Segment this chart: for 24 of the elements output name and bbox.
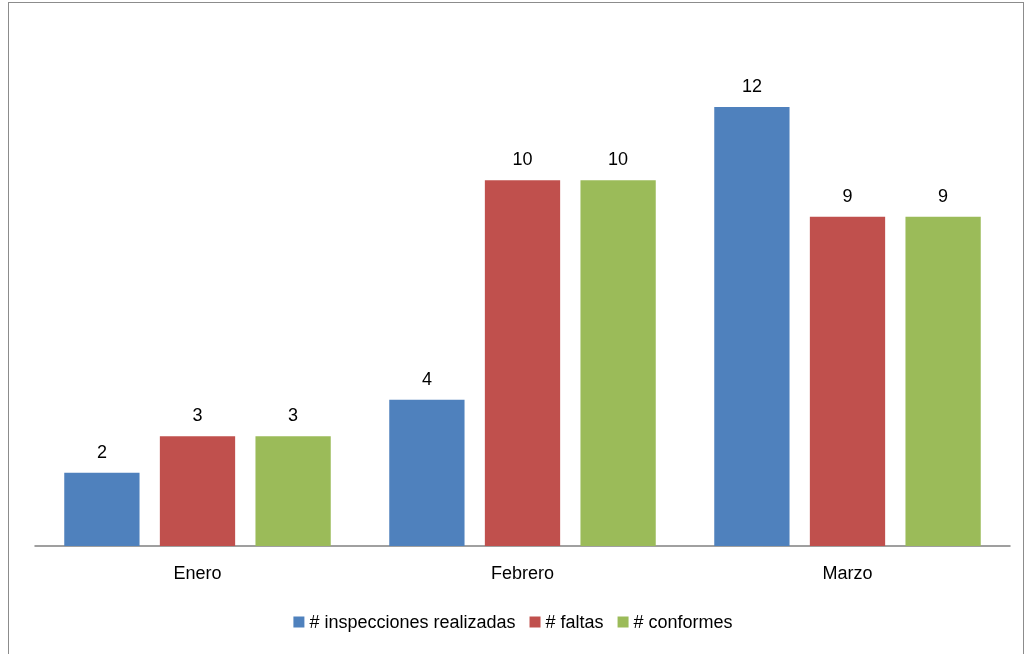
x-tick-label: Marzo: [822, 563, 873, 583]
legend-label: # conformes: [633, 612, 733, 632]
data-label: 9: [938, 185, 949, 206]
legend-label: # faltas: [545, 612, 604, 632]
bar: [159, 436, 236, 546]
data-label: 2: [96, 441, 107, 462]
bar: [64, 472, 140, 546]
bar: [714, 107, 790, 546]
bar: [809, 216, 886, 546]
bar: [389, 399, 465, 546]
data-label: 3: [192, 405, 203, 426]
bar: [905, 216, 981, 546]
data-label: 10: [608, 149, 629, 170]
bar: [484, 180, 561, 546]
data-label: 9: [842, 185, 853, 206]
data-label: 4: [421, 368, 432, 389]
x-tick-label: Enero: [173, 563, 222, 583]
data-label: 10: [512, 149, 533, 170]
data-label: 3: [288, 405, 299, 426]
legend-label: # inspecciones realizadas: [309, 612, 516, 632]
bar: [580, 180, 656, 546]
bar: [255, 436, 331, 546]
x-tick-label: Febrero: [490, 563, 555, 583]
data-label: 12: [741, 76, 762, 96]
